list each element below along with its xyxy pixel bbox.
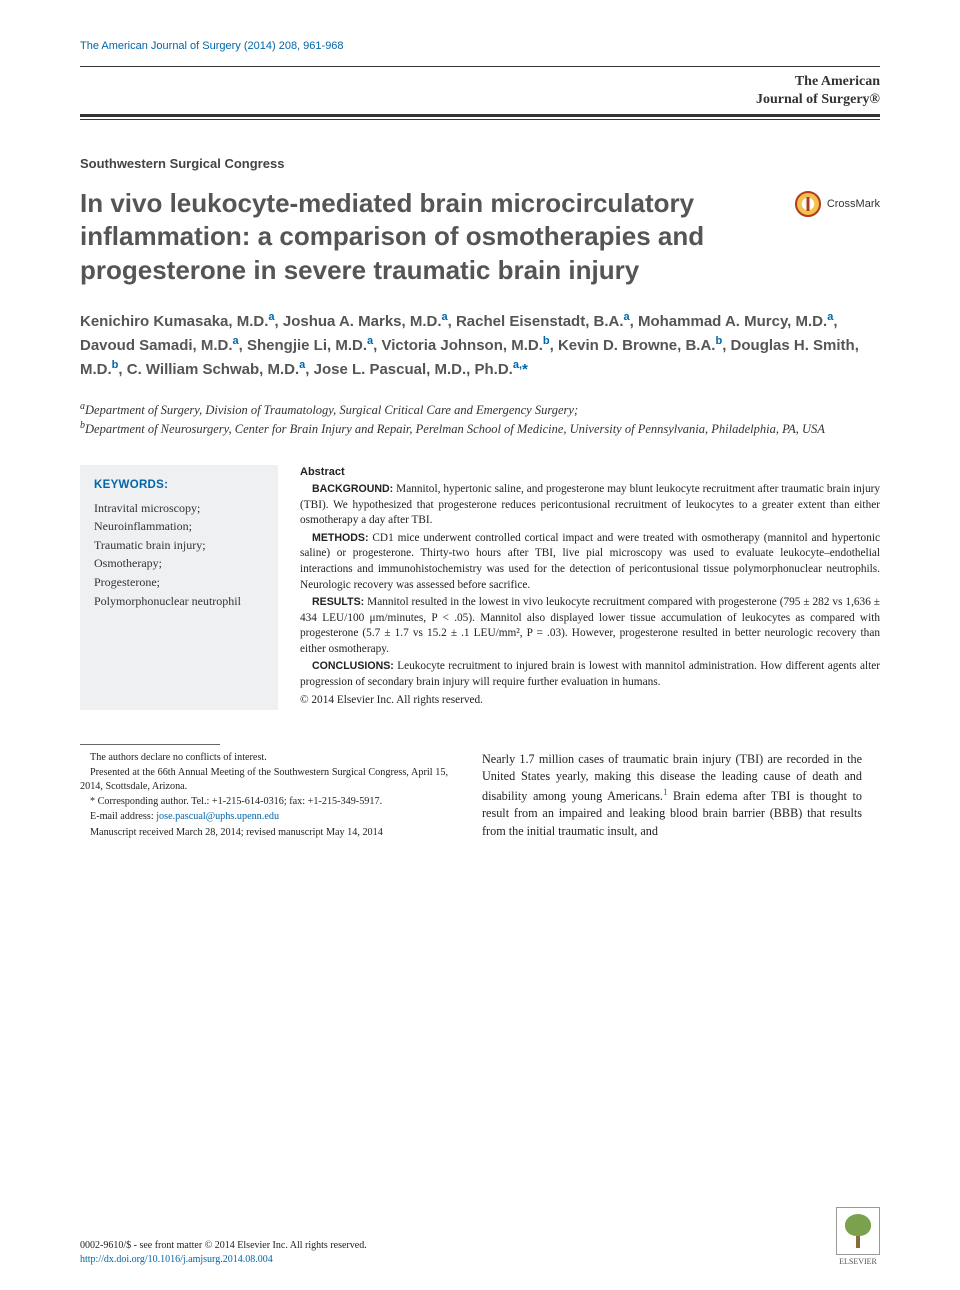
footnote-email: E-mail address: jose.pascual@uphs.upenn.… <box>80 810 448 824</box>
elsevier-logo: ELSEVIER <box>836 1207 880 1266</box>
brand-rule-thin <box>80 119 880 120</box>
abstract-methods: METHODS: CD1 mice underwent controlled c… <box>300 531 880 593</box>
crossmark-icon <box>795 191 821 217</box>
section-label: Southwestern Surgical Congress <box>80 156 880 171</box>
abstract-background: BACKGROUND: Mannitol, hypertonic saline,… <box>300 482 880 529</box>
footnotes: The authors declare no conflicts of inte… <box>80 751 448 840</box>
footnote-corresponding: * Corresponding author. Tel.: +1-215-614… <box>80 795 448 809</box>
crossmark-label: CrossMark <box>827 198 880 210</box>
page-footer: 0002-9610/$ - see front matter © 2014 El… <box>80 1207 880 1266</box>
journal-brand-line2: Journal of Surgery® <box>80 91 880 109</box>
abstract-conclusions: CONCLUSIONS: Leukocyte recruitment to in… <box>300 659 880 690</box>
email-link[interactable]: jose.pascual@uphs.upenn.edu <box>156 811 279 822</box>
elsevier-tree-icon <box>836 1207 880 1255</box>
abstract: Abstract BACKGROUND: Mannitol, hypertoni… <box>300 465 880 710</box>
crossmark-badge-wrap[interactable]: CrossMark <box>795 191 880 217</box>
keyword-item: Intravital microscopy; <box>94 499 264 518</box>
footnote-rule <box>80 744 220 745</box>
journal-brand: The American Journal of Surgery® <box>80 73 880 108</box>
keyword-item: Traumatic brain injury; <box>94 536 264 555</box>
mid-block: KEYWORDS: Intravital microscopy; Neuroin… <box>80 465 880 710</box>
keyword-item: Polymorphonuclear neutrophil <box>94 592 264 611</box>
issn-line: 0002-9610/$ - see front matter © 2014 El… <box>80 1239 367 1253</box>
keyword-item: Progesterone; <box>94 573 264 592</box>
affiliation-b: bDepartment of Neurosurgery, Center for … <box>80 419 880 439</box>
affiliations: aDepartment of Surgery, Division of Trau… <box>80 400 880 439</box>
footnote-meeting: Presented at the 66th Annual Meeting of … <box>80 766 448 794</box>
keywords-box: KEYWORDS: Intravital microscopy; Neuroin… <box>80 465 278 710</box>
doi-link[interactable]: http://dx.doi.org/10.1016/j.amjsurg.2014… <box>80 1254 273 1265</box>
keyword-item: Neuroinflammation; <box>94 517 264 536</box>
footer-copyright: 0002-9610/$ - see front matter © 2014 El… <box>80 1239 367 1266</box>
title-row: In vivo leukocyte-mediated brain microci… <box>80 187 880 309</box>
keyword-item: Osmotherapy; <box>94 554 264 573</box>
footnote-coi: The authors declare no conflicts of inte… <box>80 751 448 765</box>
abstract-copyright: © 2014 Elsevier Inc. All rights reserved… <box>300 693 880 709</box>
intro-paragraph: Nearly 1.7 million cases of traumatic br… <box>482 751 862 840</box>
brand-rule-thick <box>80 114 880 117</box>
running-head: The American Journal of Surgery (2014) 2… <box>80 40 880 52</box>
footnote-received: Manuscript received March 28, 2014; revi… <box>80 826 448 840</box>
journal-brand-line1: The American <box>80 73 880 91</box>
keywords-heading: KEYWORDS: <box>94 477 264 495</box>
author-list: Kenichiro Kumasaka, M.D.a, Joshua A. Mar… <box>80 309 880 382</box>
elsevier-label: ELSEVIER <box>836 1257 880 1266</box>
affiliation-a: aDepartment of Surgery, Division of Trau… <box>80 400 880 420</box>
abstract-results: RESULTS: Mannitol resulted in the lowest… <box>300 595 880 657</box>
article-title: In vivo leukocyte-mediated brain microci… <box>80 187 720 287</box>
abstract-heading: Abstract <box>300 465 880 480</box>
top-rule <box>80 66 880 67</box>
bottom-columns: The authors declare no conflicts of inte… <box>80 751 880 840</box>
